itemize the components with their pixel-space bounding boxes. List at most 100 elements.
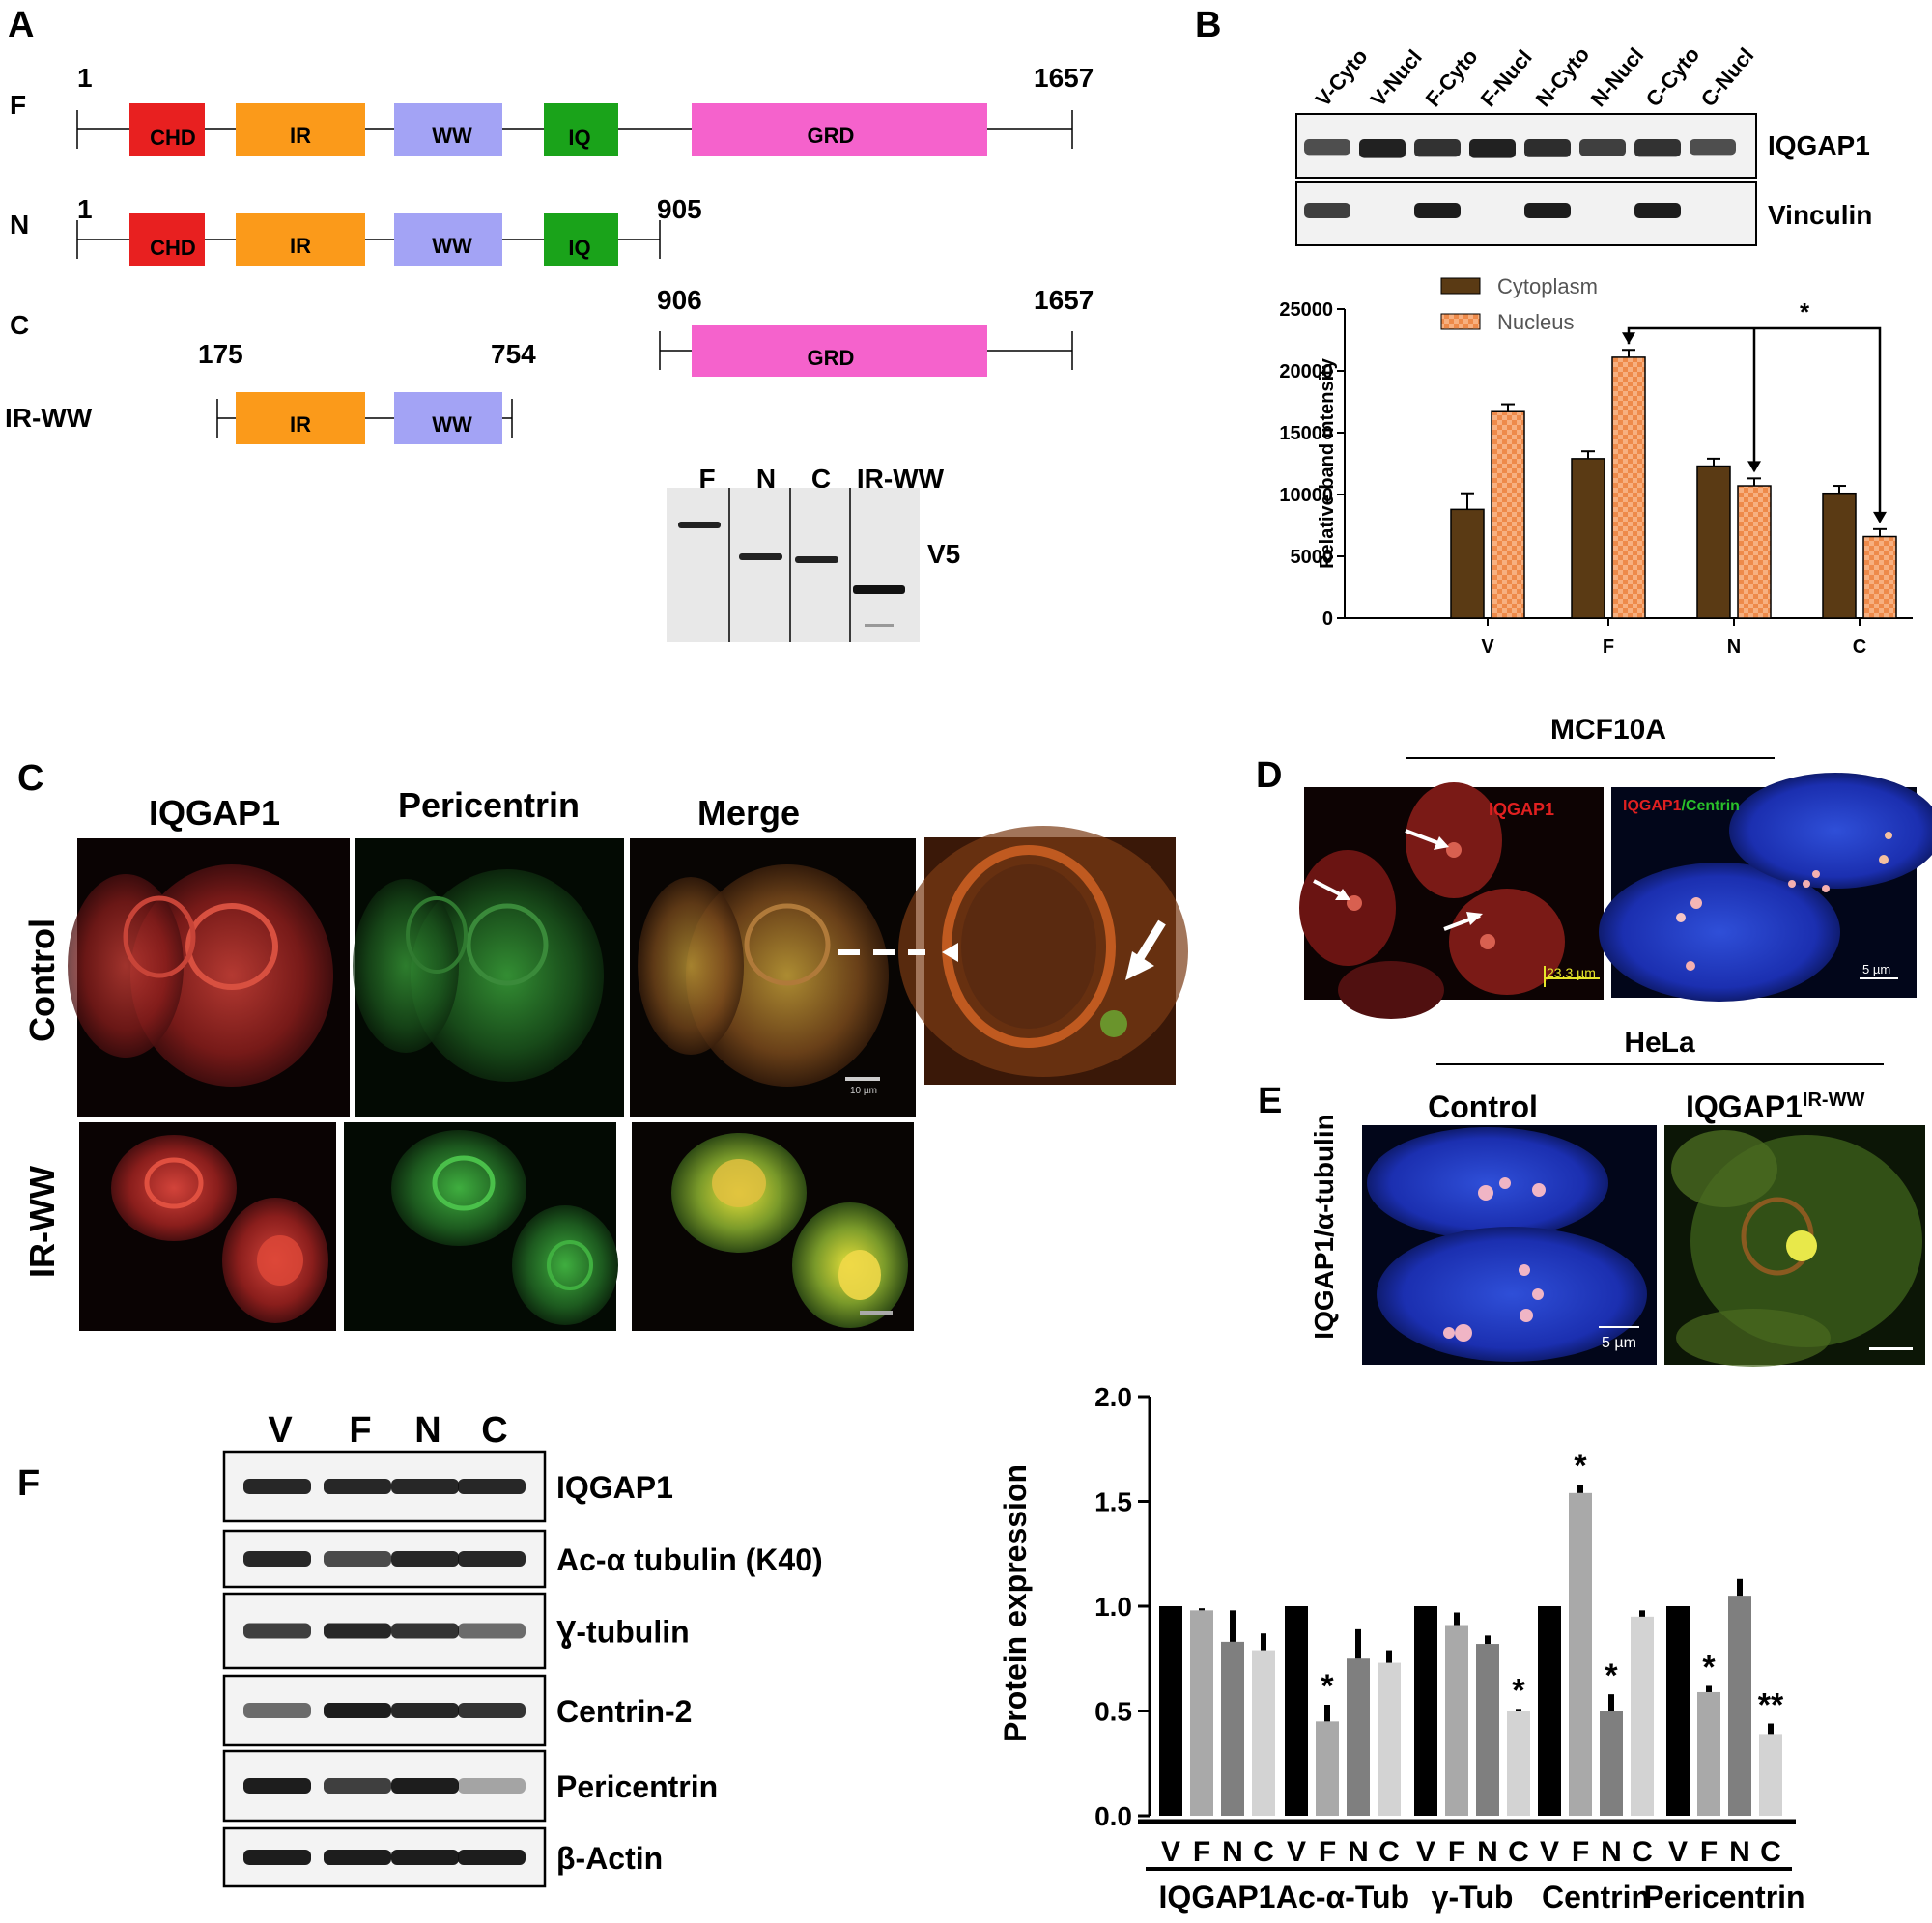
bracket-arrowhead bbox=[1622, 332, 1635, 345]
blot-band bbox=[1414, 203, 1461, 218]
blot-lane-label: C-Cyto bbox=[1641, 42, 1705, 111]
significance-star: * bbox=[1702, 1649, 1716, 1685]
chd-domain bbox=[129, 103, 205, 156]
blot-band bbox=[458, 1551, 526, 1567]
blot-band bbox=[1359, 139, 1406, 158]
y-tick-label: 0.0 bbox=[1094, 1801, 1132, 1831]
panel-label-d: D bbox=[1256, 755, 1282, 796]
legend-label: Nucleus bbox=[1497, 310, 1574, 334]
bar-v bbox=[1538, 1606, 1561, 1816]
bar-cytoplasm bbox=[1571, 458, 1605, 619]
v5-blot: F N C IR-WW V5 bbox=[667, 464, 960, 642]
significance-star: * bbox=[1321, 1668, 1334, 1705]
blot-band bbox=[243, 1551, 311, 1567]
blot-label-iqgap1: IQGAP1 bbox=[1768, 130, 1870, 160]
bar-c bbox=[1507, 1711, 1530, 1816]
blot-band bbox=[1304, 139, 1350, 156]
y-axis-label: Relative band intensity bbox=[1317, 357, 1338, 569]
significance-star: * bbox=[1800, 297, 1810, 326]
blot-band bbox=[1579, 139, 1626, 156]
ww-label: WW bbox=[432, 124, 472, 148]
grd-label: GRD bbox=[808, 124, 855, 148]
blot-band bbox=[1634, 139, 1681, 157]
construct-name: C bbox=[10, 310, 29, 340]
micrograph-hela-control: 5 µm bbox=[1362, 1125, 1657, 1365]
x-tick-label: C bbox=[1853, 636, 1866, 658]
construct-start: 175 bbox=[198, 339, 243, 369]
blot-label: IQGAP1 bbox=[556, 1470, 673, 1505]
panel-label-a: A bbox=[8, 5, 34, 45]
blot-band bbox=[1304, 203, 1350, 218]
blot-band bbox=[1634, 203, 1681, 218]
ir-domain bbox=[236, 103, 365, 156]
bar-c bbox=[1631, 1616, 1654, 1816]
blot-band bbox=[391, 1850, 459, 1865]
blot-band bbox=[458, 1703, 526, 1718]
x-tick-label: C bbox=[1760, 1836, 1781, 1868]
bar-c bbox=[1378, 1662, 1401, 1816]
blot-lane-label: F-Nucl bbox=[1476, 45, 1537, 112]
bar-v bbox=[1285, 1606, 1308, 1816]
iq-domain bbox=[544, 103, 618, 156]
blot-band bbox=[324, 1479, 391, 1494]
blot-band bbox=[324, 1623, 391, 1639]
micrograph-irww-pericentrin bbox=[344, 1122, 618, 1331]
blot-label: Centrin-2 bbox=[556, 1694, 692, 1729]
x-tick-label: C bbox=[1253, 1836, 1274, 1868]
blot-band bbox=[243, 1778, 311, 1794]
chd-domain bbox=[129, 213, 205, 266]
blot-band bbox=[324, 1778, 391, 1794]
x-tick-label: F bbox=[1448, 1836, 1465, 1868]
blot-band bbox=[391, 1778, 459, 1794]
ir-label: IR bbox=[290, 234, 311, 258]
group-label: IQGAP1 bbox=[1159, 1880, 1276, 1914]
ir-domain bbox=[236, 213, 365, 266]
y-tick-label: 5000 bbox=[1291, 547, 1334, 568]
bracket-arrowhead bbox=[1873, 511, 1887, 523]
blot-lane-label: V-Cyto bbox=[1311, 44, 1373, 111]
panel-label-f: F bbox=[17, 1463, 40, 1504]
scale-bar-label: 5 µm bbox=[1602, 1335, 1636, 1351]
ir-domain bbox=[236, 392, 365, 444]
blot-label-vinculin: Vinculin bbox=[1768, 200, 1872, 230]
construct-IR-WW: IR-WW 175 754 IR WW bbox=[5, 339, 536, 444]
ww-domain bbox=[394, 103, 502, 156]
blot-lane-label: N-Cyto bbox=[1531, 42, 1595, 111]
blot-label: Pericentrin bbox=[556, 1769, 718, 1804]
x-tick-label: V bbox=[1668, 1836, 1688, 1868]
y-tick-label: 25000 bbox=[1279, 299, 1333, 321]
blot-lane-label: C bbox=[481, 1410, 507, 1451]
x-tick-label: F bbox=[1319, 1836, 1336, 1868]
blot-band bbox=[243, 1479, 311, 1494]
y-tick-label: 2.0 bbox=[1094, 1382, 1132, 1412]
blot-lane-label: F bbox=[698, 464, 715, 494]
channel-label: IQGAP1/Centrin bbox=[1623, 798, 1740, 814]
bar-n bbox=[1600, 1711, 1623, 1816]
blot-band bbox=[324, 1850, 391, 1865]
panel-label-c: C bbox=[17, 758, 43, 799]
col-label-pericentrin: Pericentrin bbox=[398, 785, 580, 825]
construct-name: IR-WW bbox=[5, 403, 93, 433]
x-tick-label: N bbox=[1727, 636, 1741, 658]
chd-label: CHD bbox=[150, 236, 196, 260]
bar-nucleus bbox=[1491, 410, 1525, 619]
y-tick-label: 15000 bbox=[1279, 423, 1333, 444]
y-tick-label: 1.0 bbox=[1094, 1592, 1132, 1622]
construct-name: F bbox=[10, 90, 26, 120]
fraction-blot: V-CytoV-NuclF-CytoF-NuclN-CytoN-NuclC-Cy… bbox=[1295, 42, 1872, 246]
group-label: γ-Tub bbox=[1432, 1880, 1514, 1914]
construct-C: C 906 1657 GRD bbox=[10, 285, 1094, 377]
bar-v bbox=[1159, 1606, 1182, 1816]
blot-band bbox=[1414, 139, 1461, 157]
bar-cytoplasm bbox=[1696, 465, 1731, 619]
x-tick-label: C bbox=[1632, 1836, 1653, 1868]
blot-band bbox=[1690, 139, 1736, 156]
blot-band bbox=[324, 1703, 391, 1718]
blot-lane-label: C-Nucl bbox=[1696, 43, 1759, 111]
scale-bar-label: 10 µm bbox=[850, 1086, 877, 1096]
micrograph-irww-merge bbox=[632, 1122, 914, 1331]
hela-header: HeLa bbox=[1624, 1027, 1695, 1059]
legend-swatch-cytoplasm bbox=[1440, 277, 1481, 295]
